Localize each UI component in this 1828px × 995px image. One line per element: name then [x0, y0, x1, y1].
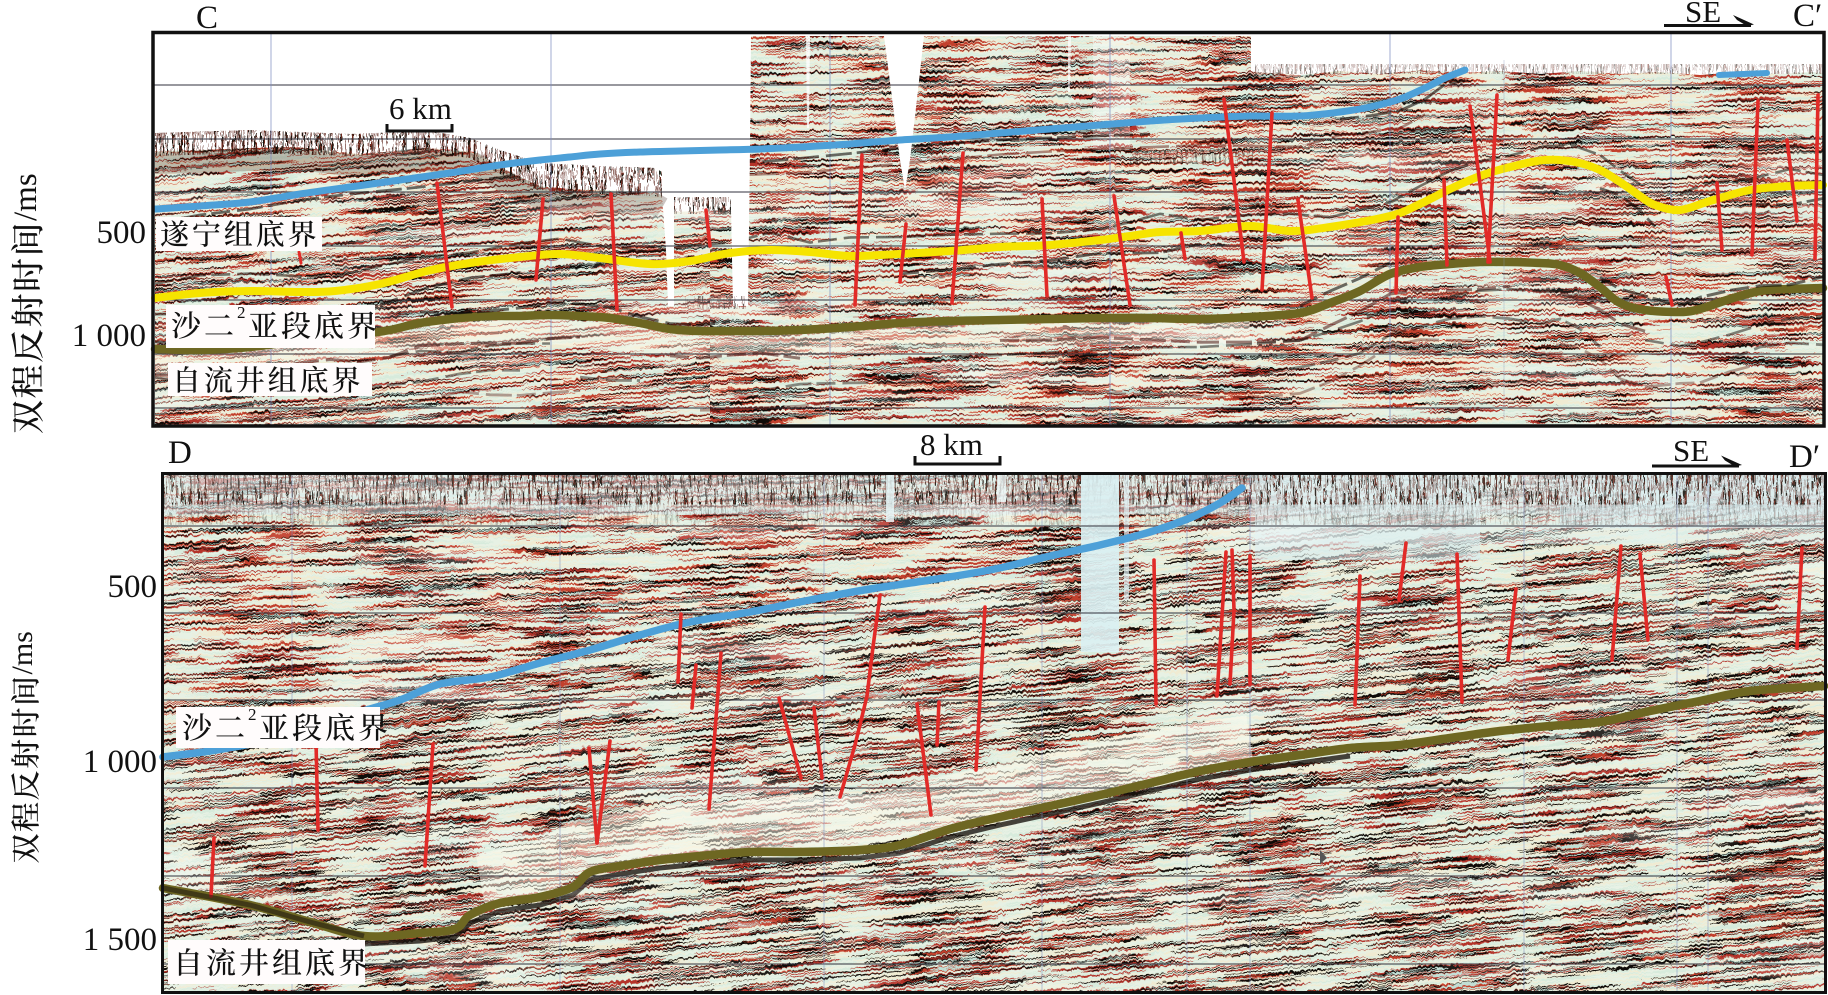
svg-text:2: 2	[237, 303, 246, 322]
svg-text:500: 500	[108, 569, 158, 605]
svg-text:/ms: /ms	[8, 173, 44, 221]
svg-text:C: C	[196, 0, 218, 36]
svg-text:D′: D′	[1789, 439, 1820, 475]
svg-text:6 km: 6 km	[389, 91, 452, 126]
svg-text:8 km: 8 km	[920, 427, 983, 462]
svg-text:1 000: 1 000	[83, 744, 157, 780]
svg-text:2: 2	[248, 705, 257, 724]
svg-text:1 500: 1 500	[83, 922, 157, 958]
svg-text:C′: C′	[1793, 0, 1822, 34]
svg-text:D: D	[168, 435, 192, 471]
svg-text:500: 500	[97, 215, 147, 251]
svg-text:/ms: /ms	[6, 631, 39, 674]
svg-text:1 000: 1 000	[72, 318, 146, 354]
svg-text:SE: SE	[1673, 433, 1709, 468]
